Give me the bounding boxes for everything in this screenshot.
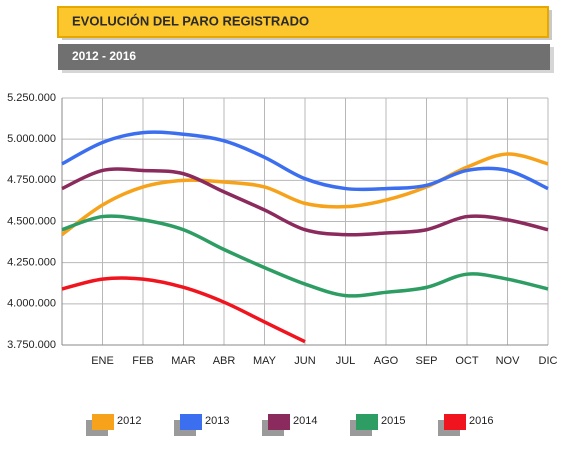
y-tick-label: 4.750.000 [7,174,56,186]
y-tick-label: 5.250.000 [7,92,56,104]
series-line [61,130,549,192]
series-line [60,152,549,237]
x-tick-label: OCT [455,355,479,367]
x-tick-label: DIC [539,355,558,367]
y-tick-label: 5.000.000 [7,133,56,145]
legend-label: 2013 [205,415,229,427]
chart-title: EVOLUCIÓN DEL PARO REGISTRADO [72,13,309,28]
x-tick-label: ENE [91,355,114,367]
legend-label: 2012 [117,415,141,427]
legend-swatch [356,414,378,430]
x-tick-label: SEP [415,355,437,367]
legend-swatch [444,414,466,430]
x-tick-label: JUL [336,355,356,367]
legend-swatch [92,414,114,430]
x-tick-label: AGO [374,355,399,367]
title-bar [57,6,549,38]
subtitle-bar [58,44,550,70]
y-tick-label: 4.000.000 [7,298,56,310]
y-tick-label: 4.250.000 [7,257,56,269]
x-tick-label: MAR [171,355,196,367]
series-line [61,276,306,344]
x-tick-label: JUN [294,355,315,367]
x-tick-label: FEB [132,355,153,367]
legend-label: 2014 [293,415,317,427]
chart-subtitle: 2012 - 2016 [72,49,136,63]
x-tick-label: ABR [213,355,236,367]
series-line [61,167,549,237]
legend-swatch [268,414,290,430]
y-tick-label: 3.750.000 [7,339,56,351]
legend-label: 2016 [469,415,493,427]
legend-label: 2015 [381,415,405,427]
legend-swatch [180,414,202,430]
y-tick-label: 4.500.000 [7,215,56,227]
x-tick-label: NOV [496,355,521,367]
series-line [61,214,549,298]
x-tick-label: MAY [253,355,277,367]
